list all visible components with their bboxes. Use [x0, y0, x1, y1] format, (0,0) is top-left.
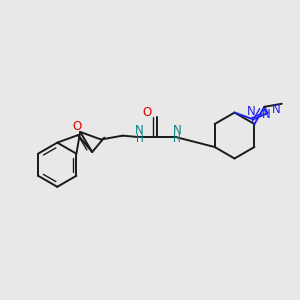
Text: O: O: [72, 120, 81, 133]
Text: N: N: [272, 103, 281, 116]
Text: N: N: [135, 124, 144, 137]
Text: H: H: [136, 134, 143, 144]
Text: N: N: [248, 105, 256, 118]
Text: N: N: [173, 124, 182, 137]
Text: N: N: [262, 108, 270, 121]
Text: H: H: [173, 134, 181, 144]
Text: O: O: [143, 106, 152, 119]
